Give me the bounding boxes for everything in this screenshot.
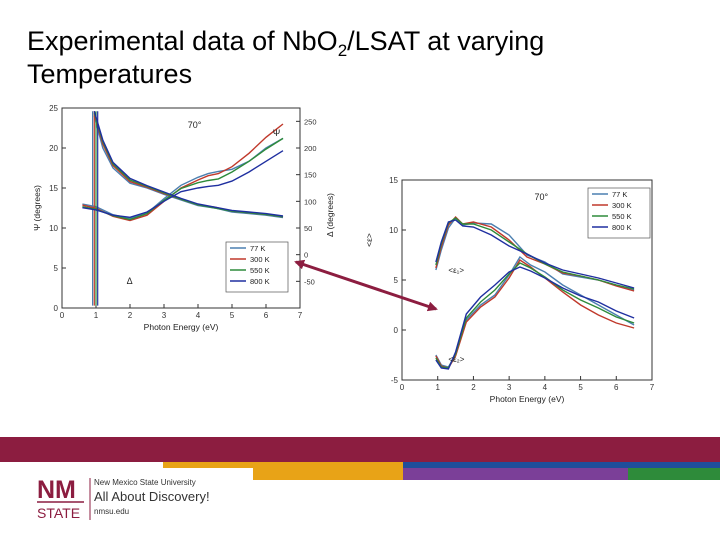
y2-tick-label: 250: [304, 117, 317, 126]
y-tick-label: 20: [49, 144, 58, 153]
legend-label: 77 K: [250, 244, 265, 253]
legend-label: 300 K: [250, 255, 270, 264]
logo-nm: NM: [37, 476, 76, 504]
legend-label: 800 K: [612, 223, 632, 232]
footer: [0, 437, 720, 540]
title-text-1: Experimental data of Nb: [27, 26, 317, 56]
series-delta-300K: [82, 123, 284, 222]
series-psi-77K: [93, 115, 284, 219]
footer-band-gold-low: [253, 468, 403, 480]
legend-label: 550 K: [250, 266, 270, 275]
x-tick-label: 6: [614, 383, 619, 392]
annotation: <ε₂>: [448, 355, 464, 364]
logo-university: New Mexico State University: [94, 478, 196, 487]
y2-tick-label: 50: [304, 224, 312, 233]
x-tick-label: 5: [230, 311, 235, 320]
y-tick-label: 10: [49, 224, 58, 233]
series-delta-550K: [82, 137, 284, 221]
x-tick-label: 4: [543, 383, 548, 392]
y-axis-label: <ε>: [364, 233, 374, 247]
footer-band-maroon: [0, 437, 720, 462]
y-tick-label: 10: [389, 226, 398, 235]
y-tick-label: 15: [389, 176, 398, 185]
x-tick-label: 7: [650, 383, 655, 392]
legend-label: 550 K: [612, 212, 632, 221]
legend-label: 300 K: [612, 201, 632, 210]
y-tick-label: 5: [54, 264, 59, 273]
x-axis-label: Photon Energy (eV): [144, 322, 219, 332]
series-eps1-800K: [435, 219, 635, 289]
x-tick-label: 0: [400, 383, 405, 392]
x-tick-label: 1: [94, 311, 99, 320]
y2-tick-label: 200: [304, 144, 317, 153]
comparison-arrow: [294, 259, 438, 312]
chart-angle-label: 70°: [188, 120, 202, 130]
x-tick-label: 3: [162, 311, 167, 320]
y-tick-label: 25: [49, 104, 58, 113]
x-tick-label: 5: [578, 383, 583, 392]
y2-tick-label: 100: [304, 197, 317, 206]
series-psi-550K: [93, 112, 284, 218]
x-tick-label: 7: [298, 311, 303, 320]
footer-band-green: [628, 468, 720, 480]
annotation: <ε₁>: [448, 266, 464, 275]
legend-box: [587, 187, 651, 239]
y2-tick-label: 150: [304, 171, 317, 180]
legend-label: 77 K: [612, 190, 627, 199]
logo-url: nmsu.edu: [94, 507, 129, 516]
logo-tagline: All About Discovery!: [94, 489, 210, 504]
nmsu-logo: NM STATE New Mexico State University All…: [37, 476, 210, 521]
footer-band-purple: [403, 468, 628, 480]
x-tick-label: 6: [264, 311, 269, 320]
annotation: Δ: [127, 276, 133, 286]
series-psi-800K: [93, 111, 284, 217]
series-eps2-800K: [435, 266, 635, 370]
y-axis-label: Ψ (degrees): [32, 185, 42, 231]
y-tick-label: 0: [54, 304, 59, 313]
x-axis-label: Photon Energy (eV): [490, 394, 565, 404]
x-tick-label: 1: [435, 383, 440, 392]
x-tick-label: 0: [60, 311, 65, 320]
x-tick-label: 3: [507, 383, 512, 392]
chart-psi-delta: 0 1 2 3 4 5 6 7 0 5 10 15 20 25 Photon Energy (eV) 70° -…: [32, 104, 335, 332]
y-tick-label: -5: [391, 376, 399, 385]
y2-axis-label: Δ (degrees): [325, 193, 335, 237]
x-tick-label: 2: [471, 383, 476, 392]
footer-band-gold: [163, 462, 403, 468]
y-tick-label: 15: [49, 184, 58, 193]
legend-label: 800 K: [250, 277, 270, 286]
chart-angle-label: 70°: [534, 192, 548, 202]
slide-title: Experimental data of NbO2/LSAT at varyin…: [27, 25, 687, 91]
x-tick-label: 2: [128, 311, 133, 320]
title-text-3: /LSAT at varying Temperatures: [27, 26, 545, 89]
y-tick-label: 0: [394, 326, 399, 335]
y2-tick-label: -50: [304, 277, 315, 286]
series-delta-800K: [82, 150, 284, 219]
y-tick-label: 5: [394, 276, 399, 285]
x-tick-label: 4: [196, 311, 201, 320]
footer-band-blue: [403, 462, 720, 468]
annotation: Ψ: [273, 128, 281, 138]
legend-box: [225, 241, 289, 293]
logo-state: STATE: [37, 505, 80, 521]
y2-tick-label: 0: [304, 251, 308, 260]
title-text-2: O: [316, 26, 338, 56]
plot-frame: [61, 107, 301, 309]
title-subscript: 2: [337, 41, 348, 60]
